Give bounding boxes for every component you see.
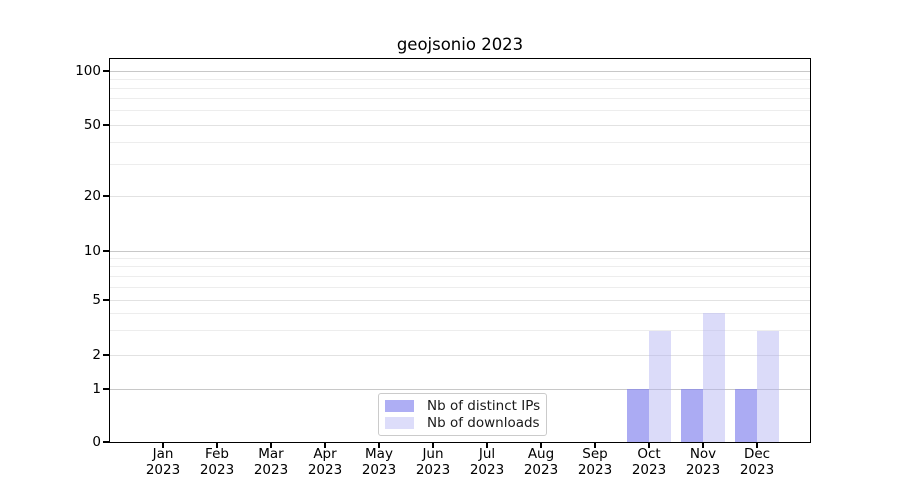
x-tick-month: Dec bbox=[743, 446, 771, 462]
x-tick-year: 2023 bbox=[739, 461, 775, 478]
x-tick-year: 2023 bbox=[145, 461, 181, 478]
bar-distinct-ips bbox=[735, 389, 757, 442]
bar-distinct-ips bbox=[627, 389, 649, 442]
bar-downloads bbox=[649, 330, 671, 442]
x-tick-month: Jul bbox=[478, 446, 496, 462]
y-gridline-mid bbox=[110, 195, 810, 197]
y-tick-label: 0 bbox=[92, 434, 101, 450]
y-gridline-minor bbox=[110, 312, 810, 314]
x-tick-mark bbox=[702, 443, 704, 448]
y-tick-mark bbox=[103, 441, 109, 443]
y-gridline-minor bbox=[110, 110, 810, 112]
x-tick-label: Oct 2023 bbox=[609, 446, 689, 478]
x-tick-month: May bbox=[365, 446, 393, 462]
legend-item-distinct-ips: Nb of distinct IPs bbox=[385, 398, 541, 415]
x-tick-year: 2023 bbox=[631, 461, 667, 478]
y-gridline-minor bbox=[110, 286, 810, 288]
y-tick-mark bbox=[103, 70, 109, 72]
y-gridline-minor bbox=[110, 141, 810, 143]
x-tick-mark bbox=[540, 443, 542, 448]
x-tick-mark bbox=[432, 443, 434, 448]
x-tick-mark bbox=[162, 443, 164, 448]
x-tick-label: Mar 2023 bbox=[231, 446, 311, 478]
x-tick-mark bbox=[378, 443, 380, 448]
x-tick-month: Jun bbox=[422, 446, 444, 462]
x-tick-year: 2023 bbox=[361, 461, 397, 478]
y-tick-label: 1 bbox=[92, 381, 101, 397]
bar-downloads bbox=[703, 313, 725, 442]
y-gridline-minor bbox=[110, 78, 810, 80]
bar-distinct-ips bbox=[681, 389, 703, 442]
x-tick-label: Apr 2023 bbox=[285, 446, 365, 478]
legend-label-downloads: Nb of downloads bbox=[427, 414, 540, 431]
x-tick-year: 2023 bbox=[469, 461, 505, 478]
y-gridline-minor bbox=[110, 87, 810, 89]
y-gridline-decade bbox=[110, 250, 810, 252]
x-tick-label: Jul 2023 bbox=[447, 446, 527, 478]
x-tick-mark bbox=[486, 443, 488, 448]
legend-swatch-distinct-ips bbox=[385, 400, 414, 413]
chart-title: geojsonio 2023 bbox=[396, 35, 524, 54]
y-tick-mark bbox=[103, 388, 109, 390]
y-tick-mark bbox=[103, 124, 109, 126]
x-tick-month: Nov bbox=[689, 446, 717, 462]
x-tick-mark bbox=[270, 443, 272, 448]
y-tick-label: 10 bbox=[83, 243, 101, 259]
y-gridline-minor bbox=[110, 266, 810, 268]
x-tick-mark bbox=[594, 443, 596, 448]
y-gridline-mid bbox=[110, 354, 810, 356]
x-tick-month: Apr bbox=[313, 446, 337, 462]
x-tick-year: 2023 bbox=[199, 461, 235, 478]
y-gridline-minor bbox=[110, 257, 810, 259]
plot-area bbox=[109, 58, 811, 443]
x-tick-mark bbox=[216, 443, 218, 448]
x-tick-year: 2023 bbox=[253, 461, 289, 478]
y-tick-mark bbox=[103, 195, 109, 197]
x-tick-year: 2023 bbox=[523, 461, 559, 478]
legend-item-downloads: Nb of downloads bbox=[385, 414, 540, 431]
y-gridline-decade bbox=[110, 70, 810, 72]
x-tick-mark bbox=[648, 443, 650, 448]
x-tick-label: Nov 2023 bbox=[663, 446, 743, 478]
y-tick-mark bbox=[103, 299, 109, 301]
legend-swatch-downloads bbox=[385, 416, 414, 429]
y-tick-label: 100 bbox=[75, 63, 101, 79]
x-tick-month: Feb bbox=[205, 446, 229, 462]
x-tick-month: Sep bbox=[582, 446, 608, 462]
y-gridline-mid bbox=[110, 299, 810, 301]
x-tick-year: 2023 bbox=[577, 461, 613, 478]
x-tick-year: 2023 bbox=[415, 461, 451, 478]
y-gridline-minor bbox=[110, 330, 810, 332]
y-gridline-minor bbox=[110, 275, 810, 277]
x-tick-label: Jun 2023 bbox=[393, 446, 473, 478]
legend-label-distinct-ips: Nb of distinct IPs bbox=[427, 398, 541, 415]
legend: Nb of distinct IPs Nb of downloads bbox=[378, 393, 547, 436]
x-tick-label: Dec 2023 bbox=[717, 446, 797, 478]
x-tick-year: 2023 bbox=[307, 461, 343, 478]
y-tick-label: 5 bbox=[92, 292, 101, 308]
x-tick-mark bbox=[756, 443, 758, 448]
bar-downloads bbox=[757, 330, 779, 442]
y-gridline-mid bbox=[110, 124, 810, 126]
x-tick-label: Aug 2023 bbox=[501, 446, 581, 478]
y-tick-mark bbox=[103, 250, 109, 252]
y-gridline-decade bbox=[110, 388, 810, 390]
x-tick-label: Feb 2023 bbox=[177, 446, 257, 478]
x-tick-month: Oct bbox=[637, 446, 661, 462]
y-gridline-minor bbox=[110, 164, 810, 166]
x-tick-month: Aug bbox=[527, 446, 555, 462]
y-tick-label: 2 bbox=[92, 347, 101, 363]
x-tick-mark bbox=[324, 443, 326, 448]
y-tick-mark bbox=[103, 354, 109, 356]
x-tick-label: May 2023 bbox=[339, 446, 419, 478]
x-tick-month: Mar bbox=[258, 446, 284, 462]
y-tick-label: 20 bbox=[83, 188, 101, 204]
x-tick-label: Sep 2023 bbox=[555, 446, 635, 478]
y-gridline-minor bbox=[110, 98, 810, 100]
x-tick-month: Jan bbox=[152, 446, 174, 462]
x-tick-label: Jan 2023 bbox=[123, 446, 203, 478]
y-tick-label: 50 bbox=[83, 117, 101, 133]
x-tick-year: 2023 bbox=[685, 461, 721, 478]
